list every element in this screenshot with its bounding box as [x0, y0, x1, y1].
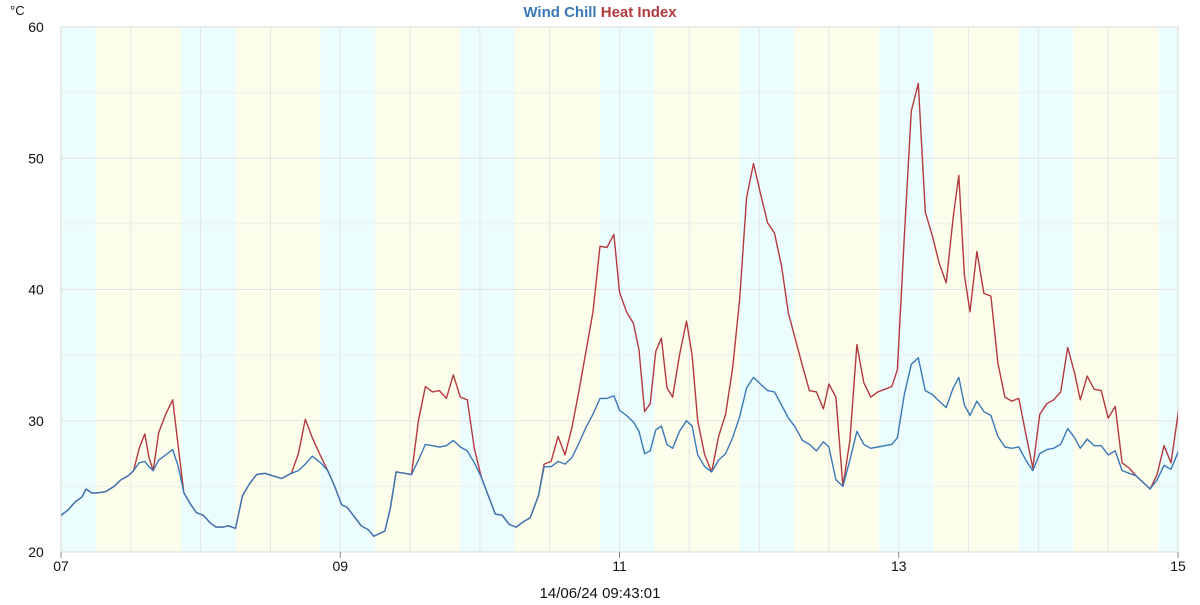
y-tick-label: 50: [28, 150, 44, 166]
x-tick-label: 07: [53, 558, 69, 574]
legend-entry: Wind Chill: [523, 4, 596, 21]
x-tick-label: 11: [612, 558, 627, 574]
x-tick-label: 15: [1170, 558, 1186, 574]
y-tick-label: 30: [28, 413, 44, 429]
y-tick-label: 40: [28, 282, 44, 298]
x-tick-label: 13: [891, 558, 907, 574]
y-tick-label: 60: [28, 19, 44, 35]
y-tick-label: 20: [28, 544, 44, 560]
y-unit-label: °C: [10, 3, 25, 18]
series-line-wind-chill: [61, 357, 1178, 537]
chart-title: Wind Chill Heat Index: [523, 4, 677, 21]
legend-entry: Heat Index: [597, 4, 678, 21]
x-tick-label: 09: [332, 558, 348, 574]
timestamp-label: 14/06/24 09:43:01: [540, 585, 661, 600]
